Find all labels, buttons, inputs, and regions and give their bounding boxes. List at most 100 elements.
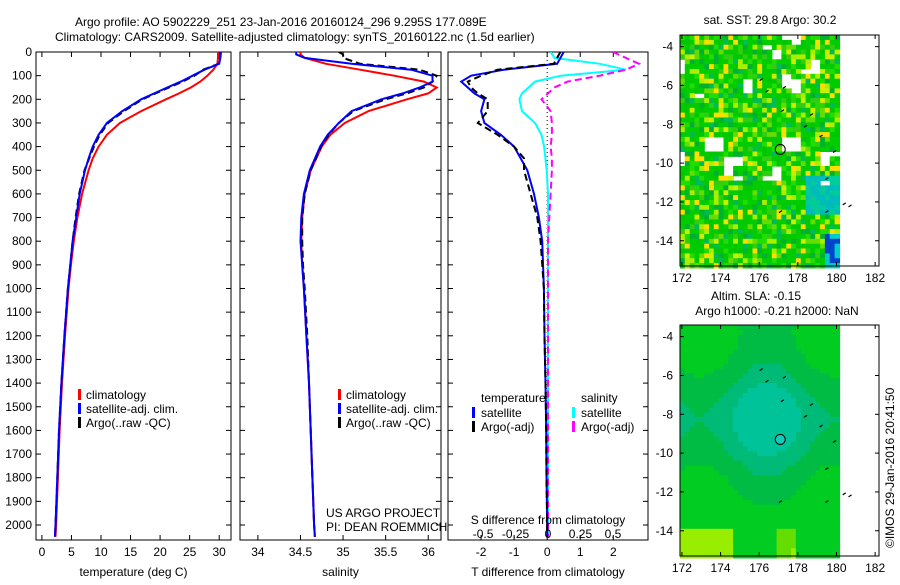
map-cell: [752, 407, 758, 413]
map-cell: [738, 422, 744, 428]
map-cell: [723, 243, 729, 250]
map-cell: [713, 69, 720, 75]
map-cell: [805, 417, 812, 423]
map-cell: [805, 431, 812, 438]
map-cell: [834, 195, 841, 201]
map-cell: [689, 344, 696, 350]
map-cell: [781, 180, 787, 186]
map-cell: [694, 397, 700, 404]
map-cell: [699, 533, 705, 540]
map-cell: [689, 480, 696, 486]
map-cell: [810, 73, 816, 80]
map-cell: [689, 359, 696, 365]
map-cell: [680, 504, 686, 510]
map-cell: [762, 504, 768, 510]
map-cell: [689, 69, 696, 75]
map-cell: [738, 209, 744, 216]
map-cell: [815, 412, 821, 418]
map-cell: [805, 334, 812, 341]
map-cell: [752, 412, 758, 418]
map-cell: [820, 127, 826, 133]
map-cell: [752, 524, 758, 530]
map-cell: [689, 490, 696, 496]
map-cell: [713, 475, 720, 481]
map-cell: [781, 122, 787, 128]
map-cell: [820, 528, 826, 535]
map-cell: [771, 451, 778, 457]
map-cell: [680, 480, 686, 486]
map-cell: [680, 388, 686, 394]
map-cell: [834, 78, 841, 85]
map-cell: [800, 349, 807, 355]
map-cell: [684, 524, 691, 530]
map-cell: [733, 185, 739, 191]
map-cell: [829, 460, 836, 467]
map-cell: [689, 98, 696, 104]
map-cell: [771, 238, 778, 245]
map-cell: [766, 359, 773, 365]
map-cell: [805, 166, 812, 172]
map-cell: [752, 248, 758, 254]
map-cell: [713, 127, 720, 133]
map-cell: [810, 485, 816, 491]
map-cell: [762, 378, 768, 384]
map-cell: [786, 543, 792, 549]
map-cell: [699, 209, 705, 216]
map-cell: [738, 190, 744, 196]
map-cell: [689, 170, 696, 177]
map-cell: [684, 253, 691, 259]
map-cell: [834, 344, 841, 350]
map-cell: [747, 354, 754, 360]
map-cell: [733, 490, 739, 496]
map-cell: [704, 195, 710, 201]
map-cell: [795, 258, 802, 264]
map-cell: [820, 456, 826, 462]
map-cell: [810, 490, 816, 496]
map-cell: [684, 392, 691, 399]
map-cell: [829, 146, 836, 152]
map-cell: [810, 417, 816, 423]
map-cell: [800, 524, 807, 530]
map-cell: [829, 214, 836, 220]
map-cell: [795, 456, 802, 462]
map-cell: [694, 514, 700, 520]
map-cell: [824, 44, 831, 51]
map-cell: [824, 325, 831, 331]
map-cell: [738, 470, 744, 476]
map-cell: [762, 485, 768, 491]
map-cell: [815, 180, 821, 186]
map-cell: [752, 141, 758, 148]
map-cell: [689, 499, 696, 506]
map-cell: [820, 509, 826, 515]
map-cell: [829, 538, 836, 544]
map-cell: [752, 378, 758, 384]
map-cell: [820, 446, 826, 452]
map-cell: [766, 238, 773, 245]
map-cell: [786, 524, 792, 530]
map-cell: [738, 83, 744, 89]
map-cell: [829, 388, 836, 394]
map-cell: [791, 190, 797, 196]
map-cell: [776, 359, 783, 365]
map-cell: [786, 451, 792, 457]
map-cell: [709, 499, 715, 506]
map-cell: [795, 334, 802, 341]
map-cell: [709, 127, 715, 133]
map-cell: [757, 388, 763, 394]
map-cell: [786, 170, 792, 177]
map-cell: [771, 339, 778, 345]
map-cell: [786, 39, 792, 46]
map-cell: [786, 200, 792, 206]
map-cell: [824, 204, 831, 211]
map-cell: [699, 504, 705, 510]
map-cell: [829, 170, 836, 177]
map-cell: [718, 329, 725, 336]
map-cell: [694, 185, 700, 191]
map-cell: [733, 73, 739, 80]
map-cell: [694, 49, 700, 55]
map-cell: [713, 373, 720, 379]
map-cell: [776, 102, 783, 109]
map-cell: [718, 426, 725, 433]
map-cell: [733, 504, 739, 510]
map-cell: [699, 524, 705, 530]
